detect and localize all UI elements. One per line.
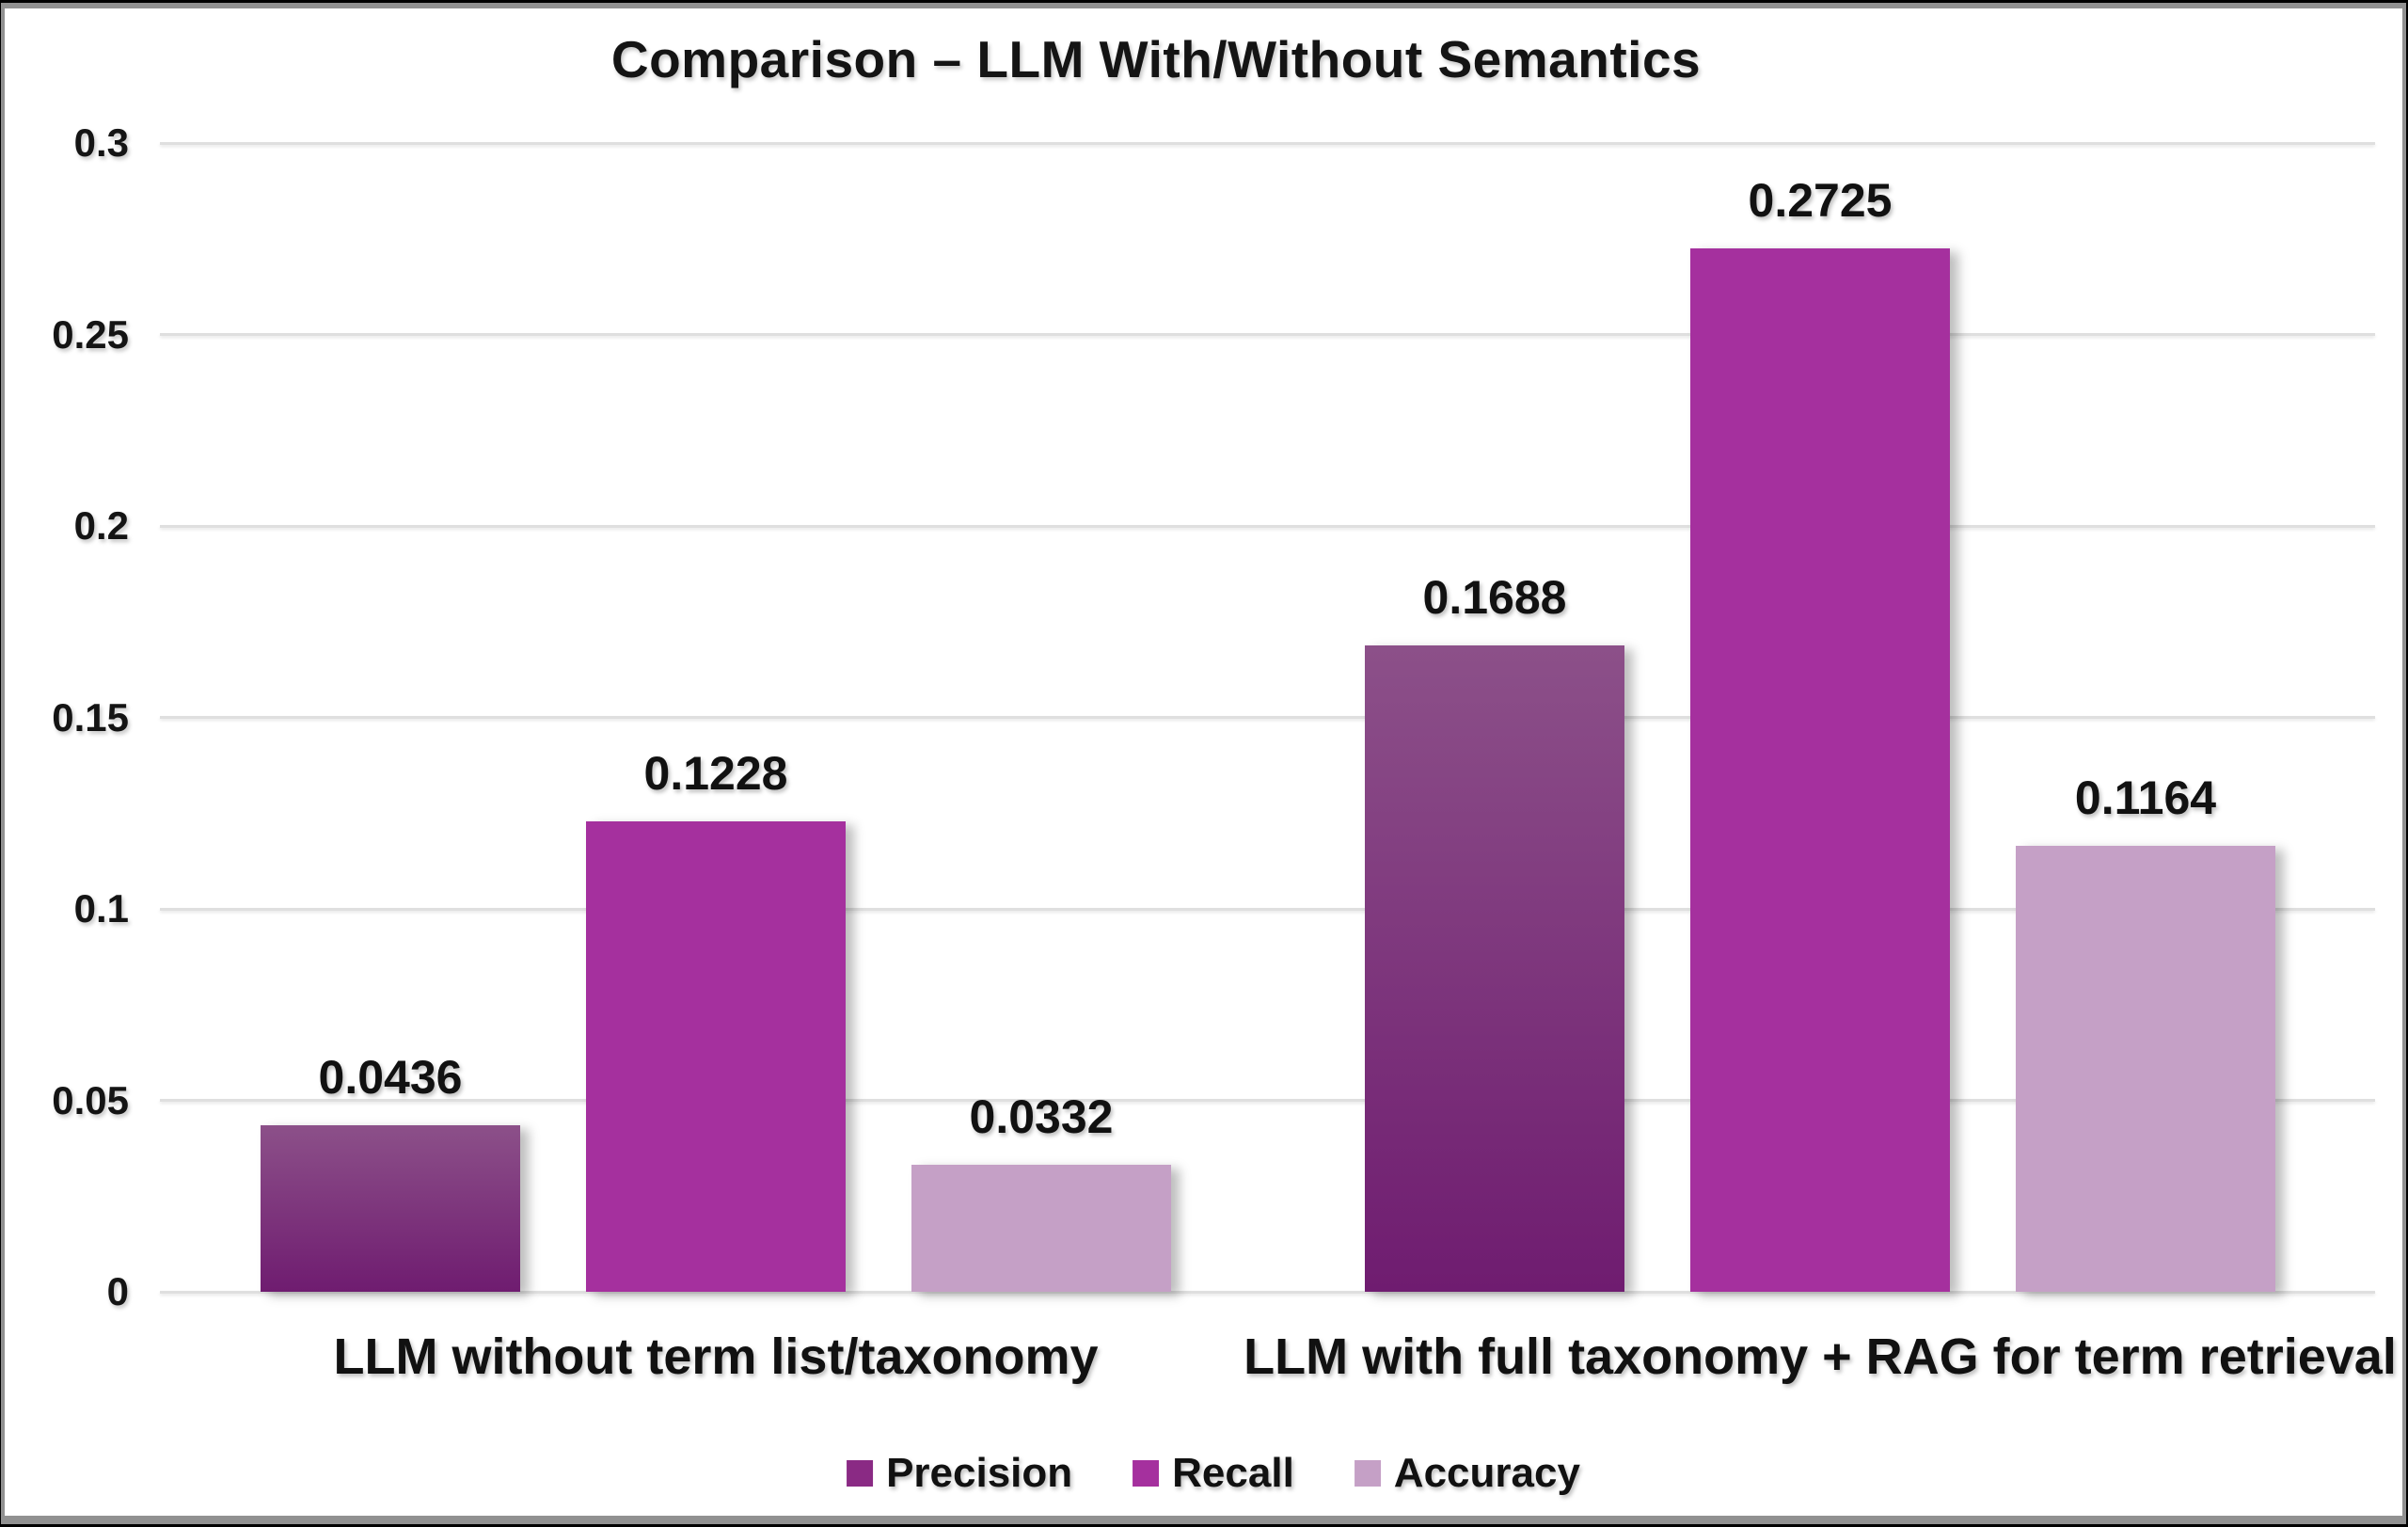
bar-value-label: 0.0436 [318,1050,463,1104]
plot-area: 0.3 0.25 0.2 0.15 0.1 0.05 0 0.0436 0.1228 0.0332… [5,8,2402,1516]
chart-title: Comparison – LLM With/Without Semantics [610,30,1702,88]
legend-label: Precision [886,1450,1073,1496]
x-axis-category-label: LLM without term list/taxonomy [333,1328,1099,1385]
bar-precision [1365,644,1624,1292]
bar-value-label: 0.1228 [643,747,788,801]
y-axis-tick-label: 0.05 [52,1077,129,1122]
bar-value-label: 0.1164 [2074,771,2217,825]
bar-value-label: 0.2725 [1748,173,1893,227]
legend-swatch-precision [847,1460,874,1487]
y-axis-tick-label: 0.1 [73,886,129,931]
gridline [160,524,2375,528]
gridline [160,1099,2375,1102]
y-axis-tick-label: 0.2 [73,503,129,548]
legend-item-accuracy: Accuracy [1354,1450,1580,1497]
bar-recall [586,821,846,1292]
y-axis-tick-label: 0.3 [73,120,129,165]
bar-accuracy [911,1164,1171,1292]
bar-value-label: 0.0332 [969,1090,1114,1143]
y-axis-tick-label: 0.25 [52,311,129,357]
x-axis-category-label: LLM with full taxonomy + RAG for term re… [1244,1328,2397,1385]
legend-label: Recall [1172,1450,1294,1496]
legend-item-precision: Precision [847,1450,1072,1497]
gridline [160,333,2375,336]
gridline [160,141,2375,145]
legend-item-recall: Recall [1133,1450,1294,1497]
legend: Precision Recall Accuracy [847,1450,1580,1497]
legend-swatch-recall [1133,1460,1160,1487]
bar-accuracy [2016,846,2275,1292]
y-axis-tick-label: 0.15 [52,694,129,740]
y-axis-tick-label: 0 [106,1269,129,1313]
bar-value-label: 0.1688 [1422,570,1567,624]
legend-label: Accuracy [1393,1450,1580,1496]
gridline [160,1290,2375,1294]
bar-recall [1690,247,1950,1292]
chart-canvas: Comparison – LLM With/Without Semantics … [5,8,2402,1516]
gridline [160,907,2375,911]
bar-precision [261,1124,520,1292]
gridline [160,716,2375,719]
legend-swatch-accuracy [1354,1460,1381,1487]
window-frame: Comparison – LLM With/Without Semantics … [1,3,2406,1524]
